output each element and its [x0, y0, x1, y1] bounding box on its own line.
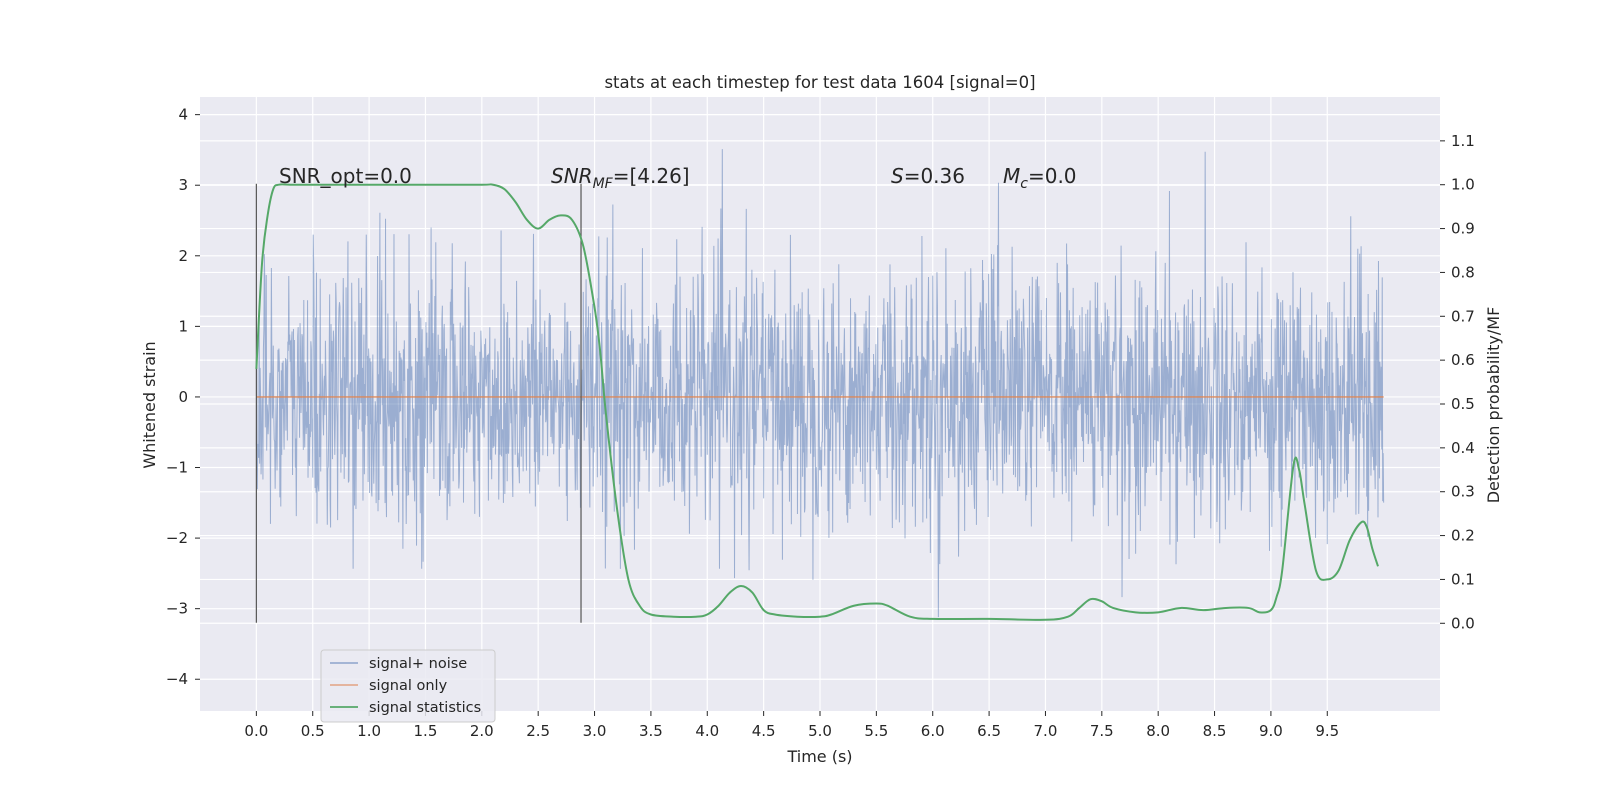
x-tick-label: 2.5 — [526, 722, 550, 740]
right-y-tick-label: 0.2 — [1451, 527, 1475, 545]
right-y-tick-label: 1.1 — [1451, 132, 1475, 150]
legend-box — [320, 649, 496, 723]
right-y-tick-label: 0.3 — [1451, 483, 1475, 501]
left-y-tick-label: −4 — [166, 670, 188, 688]
x-tick-label: 6.5 — [977, 722, 1001, 740]
x-tick-label: 7.0 — [1034, 722, 1058, 740]
right-y-tick-label: 0.5 — [1451, 395, 1475, 413]
x-tick-label: 3.5 — [639, 722, 663, 740]
annotation-s-value: =0.36 — [904, 164, 965, 188]
x-tick-label: 4.5 — [752, 722, 776, 740]
x-tick-label: 1.5 — [414, 722, 438, 740]
annotation-mc: Mc=0.0 — [1003, 164, 1077, 192]
x-tick-label: 5.5 — [864, 722, 888, 740]
annotation-snr-mf-value: =[4.26] — [613, 164, 690, 188]
left-y-tick-label: 0 — [178, 388, 188, 406]
chart-title: stats at each timestep for test data 160… — [604, 73, 1035, 92]
left-y-tick-label: 2 — [178, 247, 188, 265]
left-y-tick-label: −2 — [166, 529, 188, 547]
right-y-tick-label: 0.4 — [1451, 439, 1475, 457]
legend-label-signal-only: signal only — [369, 678, 448, 694]
right-y-tick-label: 0.6 — [1451, 351, 1475, 369]
x-tick-label: 8.5 — [1203, 722, 1227, 740]
x-tick-label: 8.0 — [1146, 722, 1170, 740]
signal-statistics-line — [255, 183, 1379, 621]
legend: signal+ noise signal only signal statist… — [320, 649, 496, 723]
right-y-tick-label: 1.0 — [1451, 176, 1475, 194]
right-y-tick-label: 0.0 — [1451, 614, 1475, 632]
x-tick-label: 0.0 — [244, 722, 268, 740]
x-tick-label: 0.5 — [301, 722, 325, 740]
left-y-tick-label: −1 — [166, 459, 188, 477]
right-y-tick-label: 0.1 — [1451, 570, 1475, 588]
series-signal-statistics — [255, 183, 1379, 621]
left-y-tick-label: 1 — [178, 317, 188, 335]
annotation-snr-opt: SNR_opt=0.0 — [279, 164, 412, 188]
x-axis-ticks: 0.0 0.5 1.0 1.5 2.0 2.5 3.0 3.5 4.0 4.5 5.0 5.5 6.0 6… — [244, 711, 1339, 740]
annotation-mc-sub: c — [1020, 176, 1028, 192]
legend-label-signal-plus-noise: signal+ noise — [369, 656, 467, 672]
series-signal-plus-noise — [255, 149, 1385, 618]
x-tick-label: 6.0 — [921, 722, 945, 740]
annotation-mc-main: M — [1003, 164, 1020, 188]
x-axis-label: Time (s) — [786, 747, 852, 766]
x-tick-label: 9.0 — [1259, 722, 1283, 740]
left-y-tick-label: −3 — [166, 600, 188, 618]
x-tick-label: 2.0 — [470, 722, 494, 740]
annotation-s: S=0.36 — [891, 164, 965, 188]
annotation-snr-mf-sub: MF — [593, 176, 614, 192]
annotation-s-main: S — [891, 164, 904, 188]
x-tick-label: 9.5 — [1315, 722, 1339, 740]
noise-trace — [255, 149, 1385, 618]
left-y-axis-label: Whitened strain — [140, 341, 159, 468]
x-tick-label: 4.0 — [695, 722, 719, 740]
x-tick-label: 5.0 — [808, 722, 832, 740]
annotation-snr-mf-main: SNR — [551, 164, 593, 188]
left-y-tick-label: 3 — [178, 176, 188, 194]
right-y-tick-label: 0.7 — [1451, 307, 1475, 325]
x-tick-label: 1.0 — [357, 722, 381, 740]
right-y-tick-label: 0.8 — [1451, 263, 1475, 281]
left-y-tick-label: 4 — [178, 106, 188, 124]
annotation-snr-mf: SNRMF=[4.26] — [551, 164, 690, 192]
right-y-axis-label: Detection probability/MF — [1484, 307, 1503, 504]
annotation-mc-value: =0.0 — [1028, 164, 1077, 188]
legend-label-signal-statistics: signal statistics — [369, 700, 481, 716]
left-y-axis-ticks: 4 3 2 1 0 −1 −2 −3 −4 — [166, 106, 200, 688]
right-y-tick-label: 0.9 — [1451, 220, 1475, 238]
x-tick-label: 3.0 — [583, 722, 607, 740]
right-y-axis-ticks: 1.1 1.0 0.9 0.8 0.7 0.6 0.5 0.4 0.3 0.2 0.1 0.0 — [1440, 132, 1475, 632]
x-tick-label: 7.5 — [1090, 722, 1114, 740]
vertical-markers — [255, 183, 582, 623]
